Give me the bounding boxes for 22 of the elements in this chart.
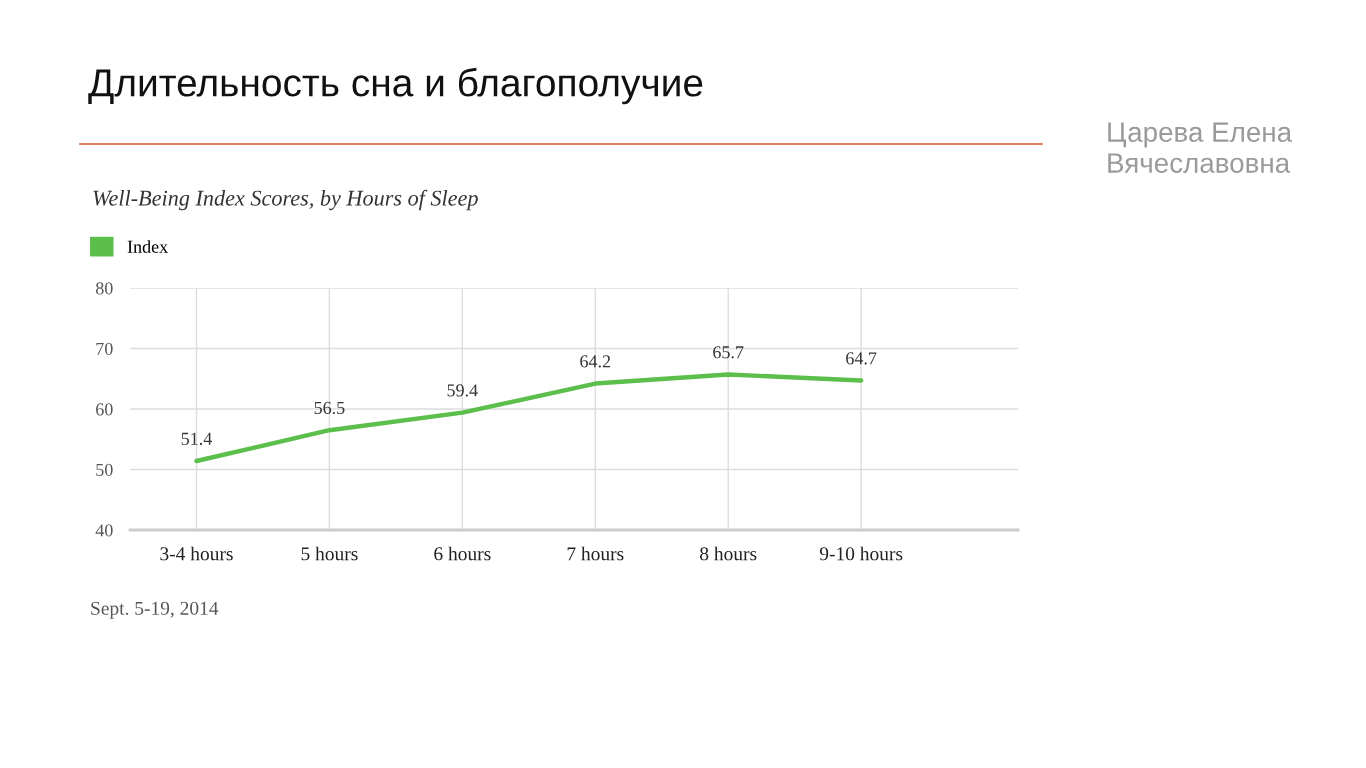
x-tick-label: 3-4 hours (160, 546, 233, 561)
y-tick-label: 80 (95, 282, 113, 295)
data-label: 64.7 (846, 352, 877, 365)
x-tick-label: 5 hours (301, 546, 358, 561)
chart-subtitle: Well-Being Index Scores, by Hours of Sleep (93, 189, 478, 211)
text: Царева Елена Вячеславовна (1108, 122, 1293, 173)
data-label: 64.2 (580, 355, 611, 368)
x-tick-label: 9-10 hours (819, 546, 903, 561)
data-label: 56.5 (314, 401, 345, 415)
y-tick-label: 70 (96, 342, 113, 355)
text: Sept. 5-19, 2014 (91, 601, 219, 619)
x-tick-label: 6 hours (434, 546, 491, 561)
legend-label: Index (127, 240, 168, 253)
x-tick-label: 8 hours (700, 546, 757, 561)
chart-title: Длительность сна и благополучие (88, 67, 703, 105)
y-tick-label: 40 (95, 524, 113, 537)
x-tick-label: 7 hours (567, 546, 624, 561)
data-label: 65.7 (713, 346, 744, 359)
data-label: 51.4 (181, 432, 212, 445)
y-tick-label: 50 (96, 463, 113, 476)
data-label: 59.4 (447, 384, 478, 397)
y-tick-label: 60 (96, 403, 113, 416)
